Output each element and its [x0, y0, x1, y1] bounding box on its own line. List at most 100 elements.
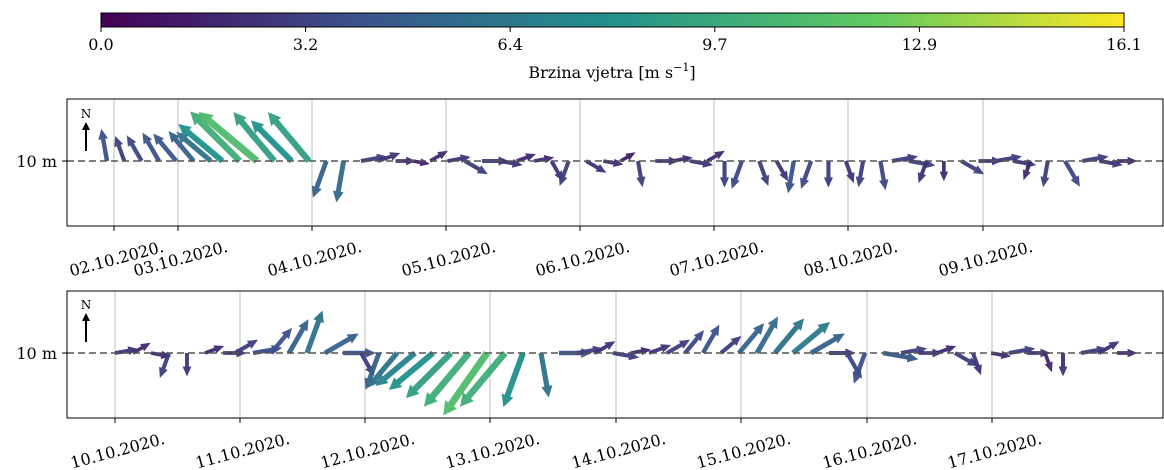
wind-arrow: [460, 350, 508, 407]
panel-1-arrows: [98, 111, 1138, 203]
wind-arrow: [251, 120, 294, 164]
wind-arrow: [98, 128, 110, 162]
svg-text:N: N: [81, 298, 92, 312]
north-arrow-icon: N: [81, 107, 92, 151]
wind-arrow: [648, 344, 672, 355]
wind-arrow: [917, 160, 929, 184]
wind-arrow: [153, 133, 178, 163]
wind-arrow: [178, 124, 225, 164]
wind-arrow: [126, 135, 144, 163]
wind-arrow: [424, 350, 472, 407]
wind-arrow: [429, 150, 448, 163]
x-tick-label: 04.10.2020.: [265, 237, 363, 280]
x-tick-label: 06.10.2020.: [533, 237, 631, 280]
wind-arrow: [114, 136, 127, 162]
wind-arrow: [533, 155, 555, 164]
colorbar-tick-label: 12.9: [902, 35, 938, 54]
colorbar-tick-label: 16.1: [1106, 35, 1142, 54]
wind-arrow: [666, 339, 690, 355]
wind-arrow: [286, 319, 309, 355]
wind-arrow: [332, 160, 347, 203]
wind-arrow: [388, 350, 435, 390]
colorbar-tick-label: 9.7: [702, 35, 727, 54]
wind-arrow: [443, 351, 490, 416]
x-tick-label: 10.10.2020.: [68, 429, 166, 470]
wind-arrow: [720, 161, 730, 188]
wind-arrow: [683, 330, 705, 355]
x-tick-label: 09.10.2020.: [936, 237, 1034, 280]
wind-arrow: [412, 158, 430, 167]
panel-1-xticks: 02.10.2020.03.10.2020. 04.10.2020. 05.10.2…: [67, 226, 1035, 280]
wind-arrow: [367, 351, 399, 388]
wind-arrow: [630, 347, 652, 356]
wind-arrow: [773, 318, 805, 355]
wind-arrow: [395, 156, 416, 166]
wind-arrow: [1058, 353, 1068, 377]
wind-arrow: [809, 333, 845, 356]
wind-arrow: [757, 160, 770, 186]
wind-arrow: [1043, 352, 1053, 373]
wind-arrow: [198, 112, 260, 164]
wind-arrow: [1022, 160, 1033, 181]
colorbar: 0.0 3.2 6.4 9.7 12.9 16.1 Brzina vjetra [m s−…: [88, 12, 1142, 82]
panel-2-xticks: 10.10.2020. 11.10.2020. 12.10.2020. 13.10.2…: [68, 418, 1044, 470]
x-tick-label: 13.10.2020.: [443, 429, 541, 470]
svg-text:N: N: [81, 107, 92, 121]
wind-arrow: [737, 323, 765, 355]
wind-arrow: [636, 160, 646, 188]
panel-2: 10 m N 10.10.2020. 11.10.2020. 12.10.2020.…: [16, 290, 1164, 470]
x-tick-label: 16.10.2020.: [820, 429, 918, 470]
panel-2-grid: [114, 291, 993, 418]
wind-arrow: [800, 160, 814, 189]
x-tick-label: 17.10.2020.: [945, 429, 1043, 470]
wind-arrow: [774, 160, 789, 182]
wind-arrow: [269, 327, 293, 355]
colorbar-label: Brzina vjetra [m s−1]: [528, 61, 695, 82]
wind-arrow: [182, 353, 192, 377]
x-tick-label: 05.10.2020.: [399, 237, 497, 280]
wind-arrow: [701, 324, 720, 355]
colorbar-ticks: 0.0 3.2 6.4 9.7 12.9 16.1: [88, 27, 1142, 54]
wind-arrow: [843, 160, 855, 184]
panel-2-frame: [66, 290, 1164, 419]
wind-arrow: [304, 310, 324, 354]
wind-arrow: [168, 131, 196, 163]
colorbar-tick-label: 3.2: [293, 35, 318, 54]
wind-arrow: [719, 335, 742, 355]
wind-arrow: [233, 112, 277, 163]
wind-arrow: [377, 152, 401, 163]
wind-arrow: [594, 341, 616, 355]
north-arrow-icon: N: [81, 298, 92, 342]
wind-arrow: [142, 132, 161, 163]
wind-arrow: [364, 352, 382, 390]
x-tick-label: 08.10.2020.: [801, 237, 899, 280]
wind-arrow: [190, 111, 243, 164]
x-tick-label: 14.10.2020.: [569, 429, 667, 470]
x-tick-label: 11.10.2020.: [193, 429, 291, 470]
colorbar-tick-label: 6.4: [497, 35, 522, 54]
x-tick-label: 12.10.2020.: [318, 429, 416, 470]
wind-arrow: [939, 161, 949, 182]
wind-arrow: [954, 351, 978, 367]
wind-arrow: [311, 160, 329, 198]
wind-arrow: [971, 352, 982, 376]
x-tick-label: 15.10.2020.: [694, 429, 792, 470]
wind-arrow: [558, 160, 571, 186]
wind-arrow: [791, 322, 830, 355]
wind-arrow: [234, 339, 258, 355]
wind-arrow: [132, 342, 151, 355]
wind-arrow: [978, 156, 1002, 166]
wind-arrow: [1098, 341, 1120, 355]
wind-arrow: [878, 160, 889, 191]
wind-arrow: [501, 352, 526, 408]
colorbar-gradient: [100, 12, 1125, 28]
wind-arrow: [538, 352, 553, 398]
wind-arrow: [323, 333, 359, 356]
wind-arrow: [706, 150, 725, 163]
wind-arrow: [114, 346, 139, 355]
wind-arrow: [785, 160, 796, 194]
wind-arrow: [730, 160, 744, 189]
x-tick-label: 07.10.2020.: [667, 237, 765, 280]
wind-arrow: [619, 152, 636, 163]
